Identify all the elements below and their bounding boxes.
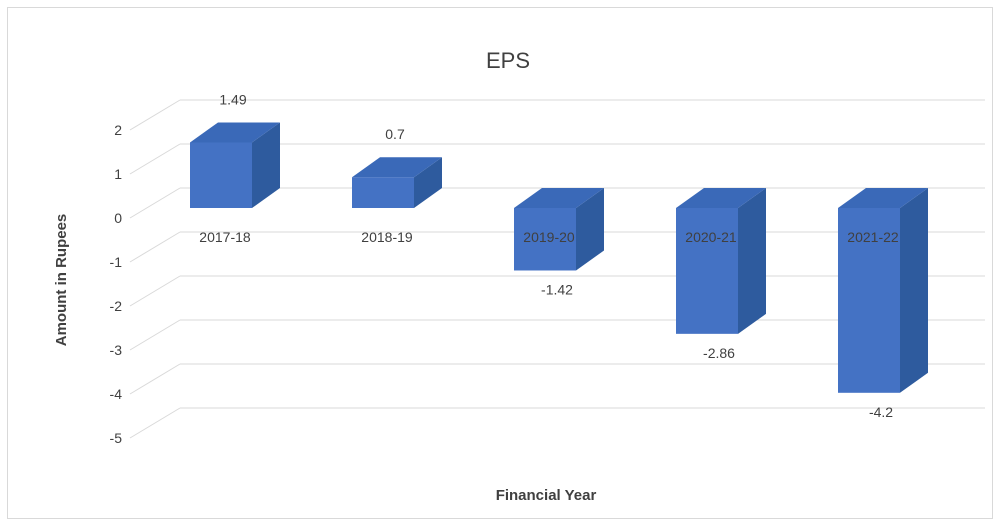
bar-front-face	[676, 208, 738, 334]
y-axis-title: Amount in Rupees	[53, 214, 70, 347]
gridline-depth	[129, 275, 181, 307]
category-label: 2018-19	[361, 229, 413, 245]
chart-title: EPS	[486, 48, 530, 73]
gridline-depth	[129, 407, 181, 439]
bar-side-face	[252, 122, 280, 208]
bar-2019-20	[514, 188, 604, 271]
y-tick-label: 0	[114, 210, 122, 226]
y-tick-label: -4	[110, 386, 123, 402]
bars	[190, 122, 928, 393]
category-labels: 2017-18 2018-19 2019-20 2020-21 2021-22	[199, 229, 899, 245]
gridline-depth	[129, 319, 181, 351]
bar-front-face	[352, 177, 414, 208]
gridline-depth	[129, 231, 181, 263]
category-label: 2020-21	[685, 229, 737, 245]
gridline-depth	[129, 363, 181, 395]
bar-2018-19	[352, 157, 442, 208]
data-label: 0.7	[385, 126, 405, 142]
chart-frame	[7, 7, 993, 519]
bar-top-face	[190, 122, 280, 143]
y-tick-label: -2	[110, 298, 123, 314]
bar-side-face	[414, 157, 442, 208]
category-label: 2017-18	[199, 229, 251, 245]
bar-2021-22	[838, 188, 928, 393]
bar-2017-18	[190, 122, 280, 208]
bar-2020-21	[676, 188, 766, 334]
category-label: 2021-22	[847, 229, 899, 245]
y-tick-label: -5	[110, 430, 123, 446]
data-label: -4.2	[869, 404, 893, 420]
bar-front-face	[190, 142, 252, 208]
y-tick-label: 1	[114, 166, 122, 182]
y-tick-label: 2	[114, 122, 122, 138]
y-tick-labels: 2 1 0 -1 -2 -3 -4 -5	[110, 122, 123, 446]
bar-front-face	[838, 208, 900, 393]
data-label: -2.86	[703, 345, 735, 361]
bar-side-face	[576, 188, 604, 271]
bar-side-face	[900, 188, 928, 393]
gridline-depth	[129, 99, 181, 131]
y-tick-label: -1	[110, 254, 123, 270]
bar-side-face	[738, 188, 766, 334]
gridline-depth	[129, 143, 181, 175]
gridline-depth	[129, 187, 181, 219]
data-label: -1.42	[541, 281, 573, 297]
y-tick-label: -3	[110, 342, 123, 358]
data-labels: 1.49 0.7 -1.42 -2.86 -4.2	[219, 91, 893, 419]
data-label: 1.49	[219, 91, 246, 107]
bar-top-face	[838, 188, 928, 208]
bar-top-face	[514, 188, 604, 208]
bar-top-face	[352, 157, 442, 178]
x-axis-title: Financial Year	[496, 487, 597, 504]
bar-front-face	[514, 208, 576, 271]
category-label: 2019-20	[523, 229, 575, 245]
bar-top-face	[676, 188, 766, 208]
